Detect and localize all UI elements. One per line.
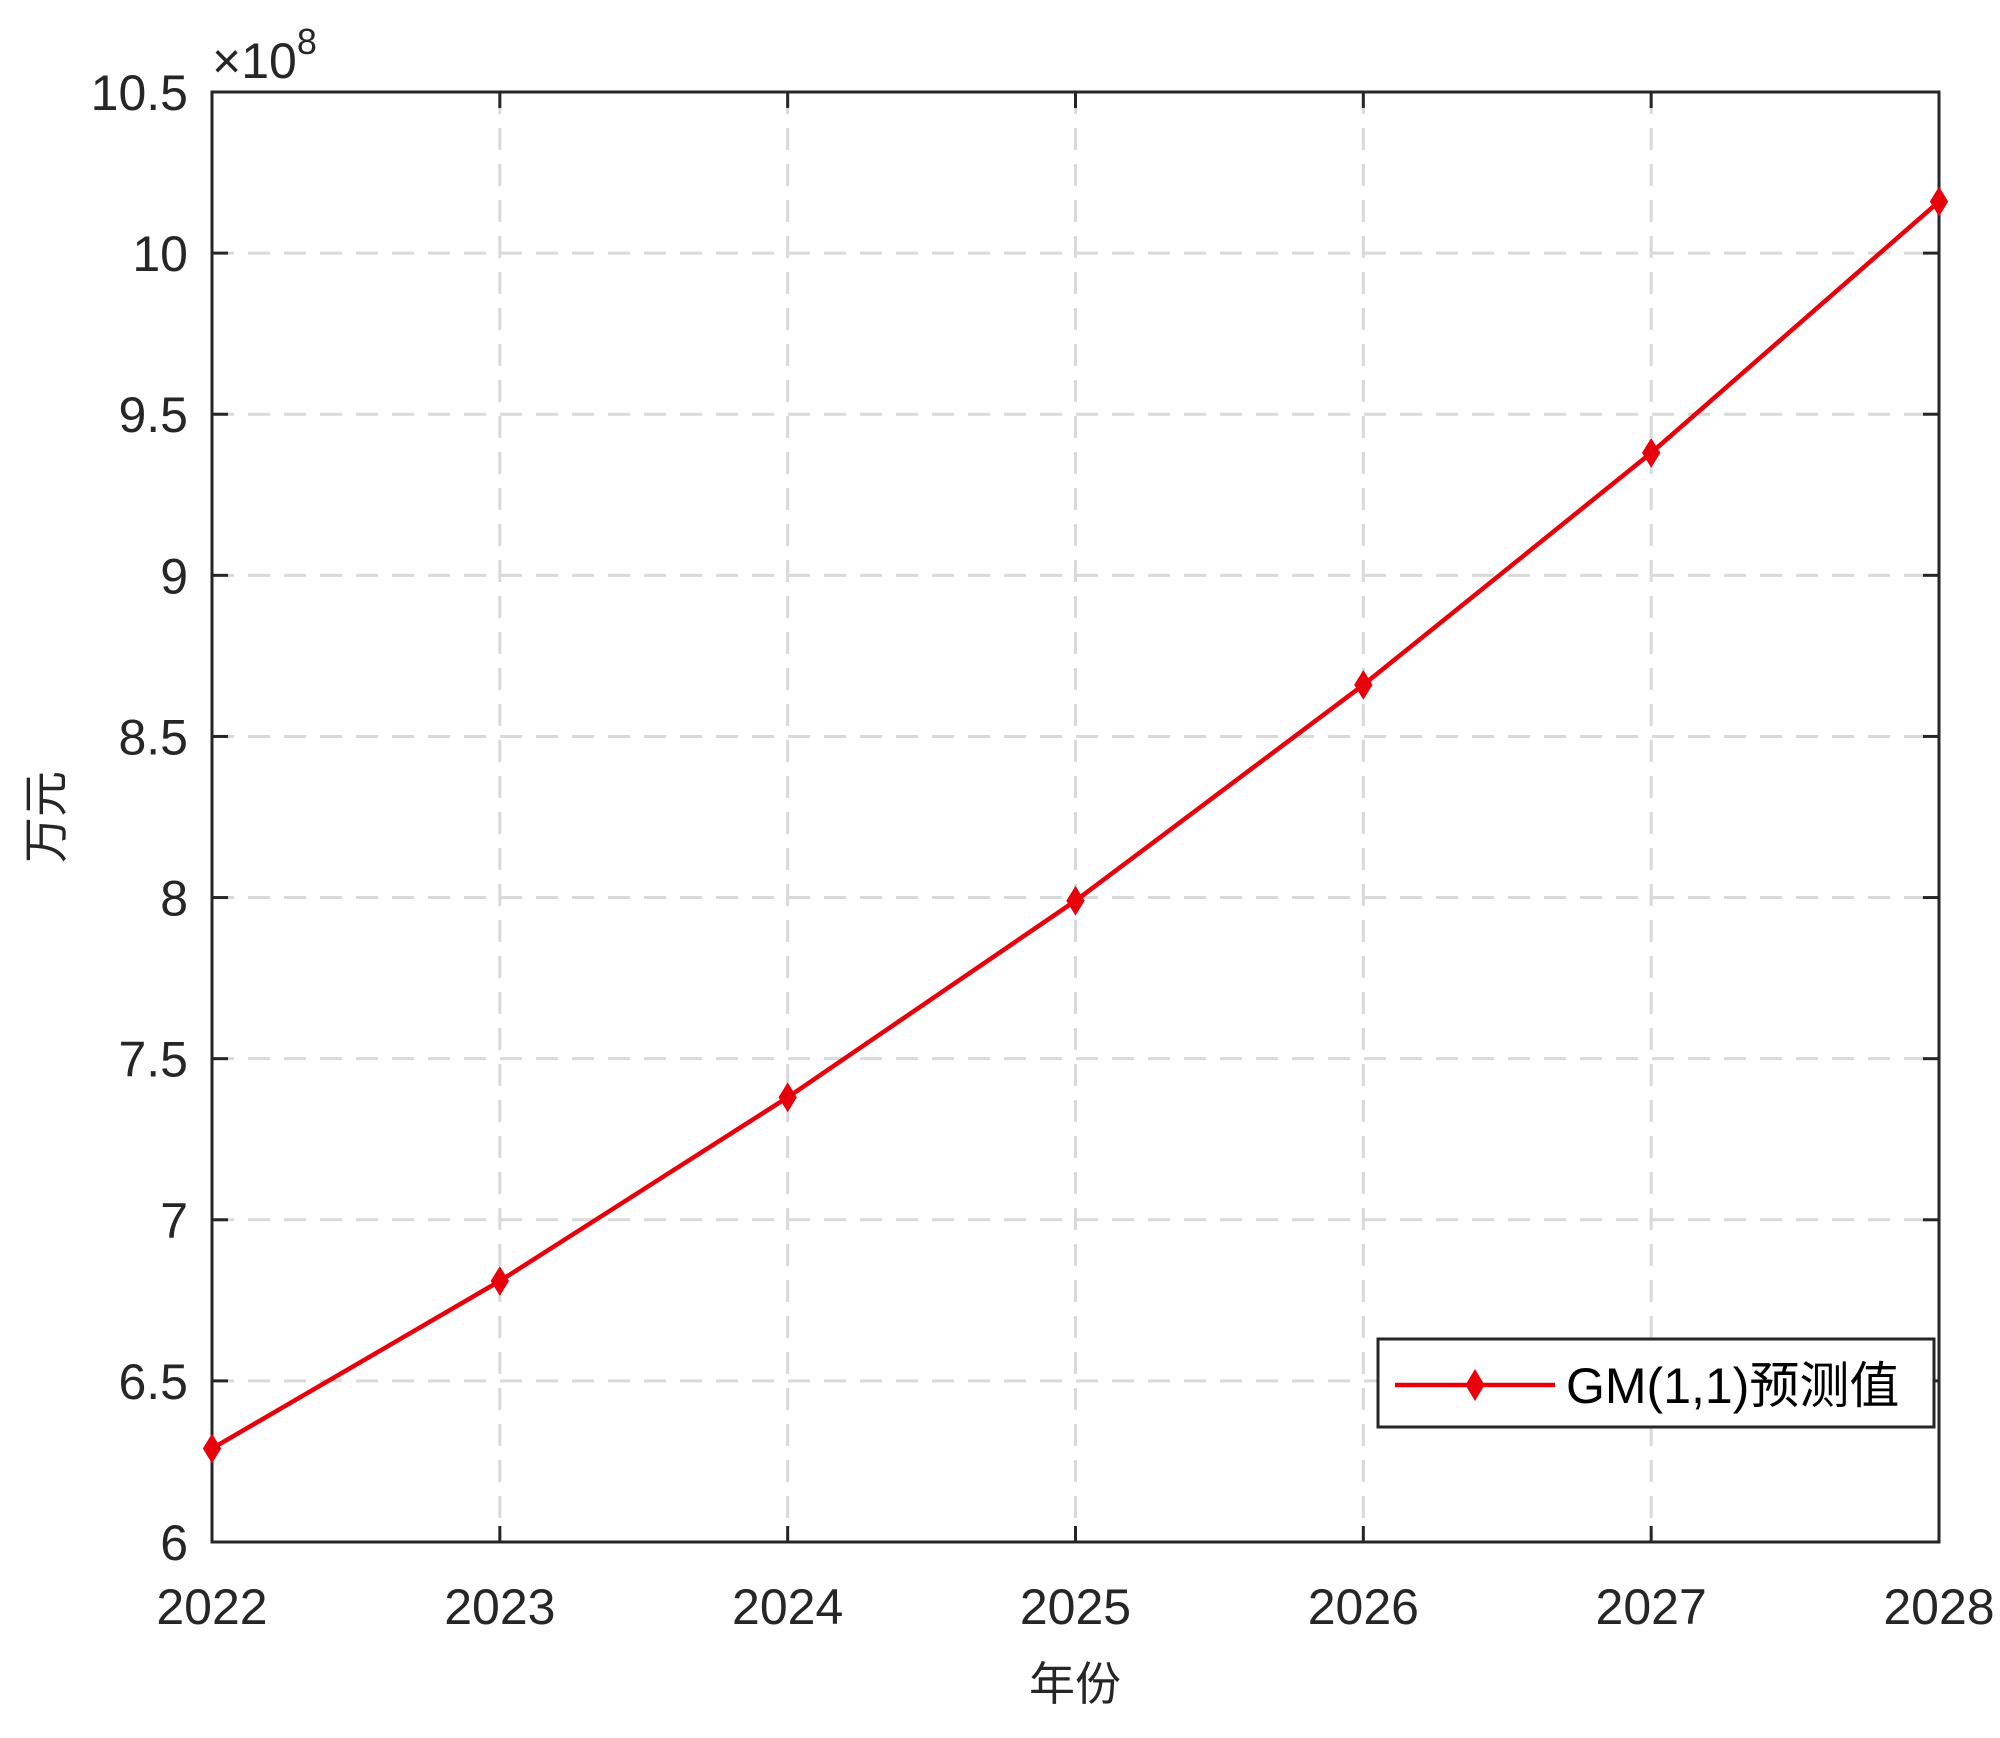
- y-tick-label: 10.5: [91, 65, 188, 121]
- plot-frame: [210, 90, 1941, 1544]
- grid: [212, 92, 1939, 1542]
- y-tick-label: 9.5: [118, 387, 188, 443]
- y-tick-label: 7: [160, 1193, 188, 1249]
- data-point-marker: [1354, 669, 1373, 700]
- legend[interactable]: GM(1,1)预测值: [1376, 1337, 1936, 1429]
- y-axis-label: 万元: [19, 771, 73, 863]
- y-tick-labels: 6 6.5 7 7.5 8 8.5 9 9.5 10 10.5: [91, 65, 188, 1571]
- legend-label: GM(1,1)预测值: [1566, 1358, 1899, 1414]
- y-tick-label: 8: [160, 871, 188, 927]
- x-tick-label: 2024: [732, 1579, 843, 1635]
- x-tick-label: 2025: [1020, 1579, 1131, 1635]
- legend-marker: [1465, 1369, 1485, 1401]
- x-tick-label: 2023: [444, 1579, 555, 1635]
- data-point-marker: [490, 1266, 510, 1296]
- y-tick-label: 8.5: [118, 709, 188, 765]
- y-tick-label: 6.5: [118, 1354, 188, 1410]
- data-point-marker: [1066, 885, 1085, 916]
- x-tick-label: 2022: [156, 1579, 267, 1635]
- series: [202, 186, 1949, 1464]
- y-tick-label: 6: [160, 1515, 188, 1571]
- y-tick-label: 9: [160, 548, 188, 604]
- x-tick-label: 2026: [1308, 1579, 1419, 1635]
- x-axis-label: 年份: [1029, 1657, 1121, 1711]
- x-tick-label: 2028: [1883, 1579, 1994, 1635]
- data-point-marker: [1641, 437, 1661, 468]
- y-tick-label: 10: [132, 226, 188, 282]
- x-tick-labels: 2022 2023 2024 2025 2026 2027 2028: [156, 1579, 1994, 1635]
- data-point-marker: [778, 1082, 797, 1113]
- y-tick-label: 7.5: [118, 1032, 188, 1088]
- data-point-marker: [1929, 186, 1949, 217]
- x-tick-label: 2027: [1596, 1579, 1707, 1635]
- data-point-marker: [202, 1433, 222, 1464]
- y-multiplier: ×108: [212, 21, 317, 89]
